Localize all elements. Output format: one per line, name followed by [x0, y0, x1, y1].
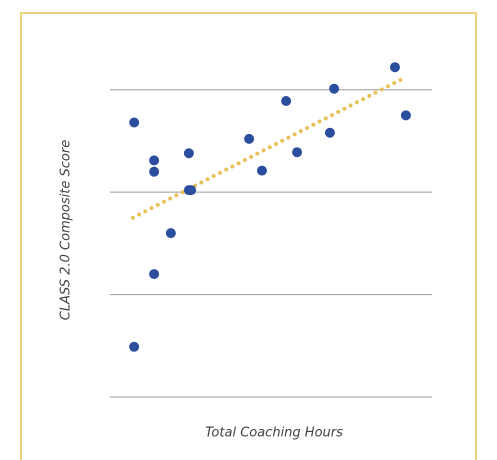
point — [256, 165, 267, 176]
trend-line — [130, 77, 404, 220]
point — [165, 228, 176, 239]
point — [281, 95, 292, 106]
point — [244, 133, 255, 144]
point — [400, 110, 411, 121]
frame — [20, 12, 477, 460]
point — [149, 155, 160, 166]
point — [324, 127, 335, 138]
y-axis-label: CLASS 2.0 Composite Score — [59, 140, 74, 320]
point — [129, 117, 140, 128]
point — [149, 269, 160, 280]
point — [149, 166, 160, 177]
point — [129, 341, 140, 352]
point — [329, 83, 340, 94]
point — [292, 147, 303, 158]
point — [186, 185, 197, 196]
point — [183, 148, 194, 159]
x-axis-label: Total Coaching Hours — [205, 426, 343, 441]
point — [389, 62, 400, 73]
